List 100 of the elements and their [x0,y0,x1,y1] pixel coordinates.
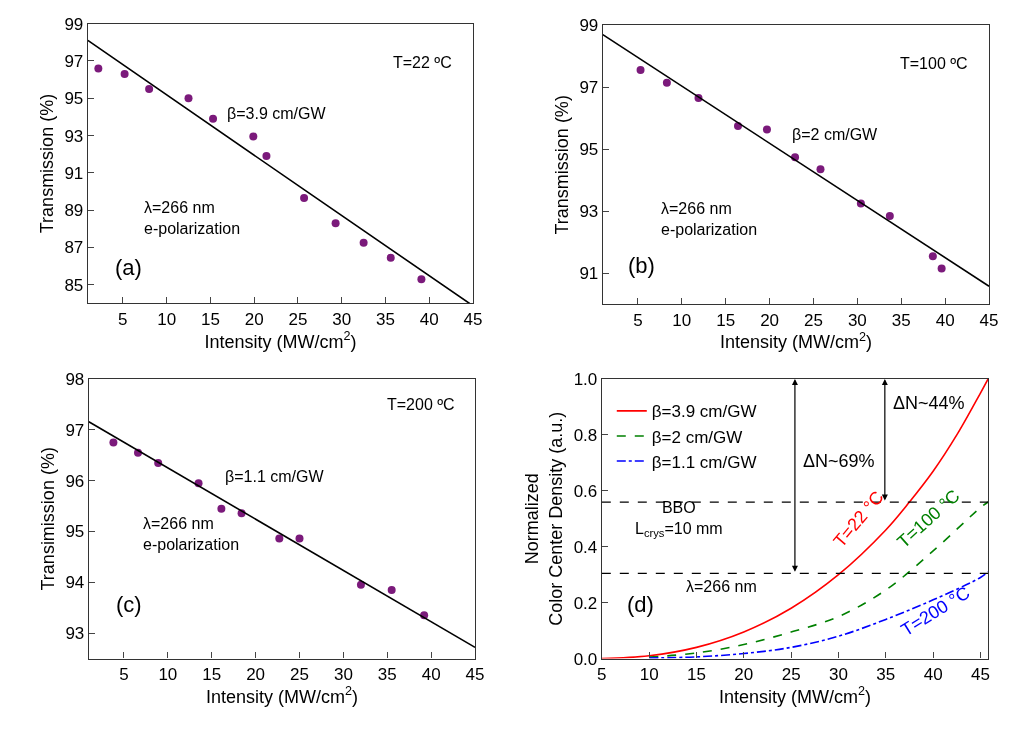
point [937,264,946,273]
annotation: (a) [115,255,142,280]
y-tick-label: 95 [579,140,599,160]
x-axis-title: Intensity (MW/cm$^{2}$) [205,684,358,707]
x-tick-label: 5 [633,310,643,330]
x-tick-label: 45 [463,309,483,329]
annotation: β=1.1 cm/GW [225,468,325,485]
x-tick-label: 35 [876,665,896,685]
annotation: (b) [628,253,655,278]
line-series [601,379,989,659]
annotation: β=3.9 cm/GW [227,105,327,122]
annotation: β=2 cm/GW [792,126,879,143]
x-tick-label: 10 [672,310,692,330]
annotation: (c) [116,592,142,617]
x-tick-label: 40 [421,665,441,685]
y-tick-label: 93 [579,202,599,222]
y-tick-label: 99 [579,16,599,36]
x-tick-label: 35 [376,309,395,329]
annotation: λ=266 nm e-polarization [143,515,240,553]
x-tick-label: 20 [244,309,264,329]
point [762,125,771,134]
y-tick-label: 94 [65,573,85,593]
x-tick-label: 30 [847,310,867,330]
point [295,534,304,543]
annotation: λ=266 nm e-polarization [144,199,241,237]
x-tick-label: 5 [119,665,129,685]
annotation: λ=266 nm e-polarization [661,200,758,238]
x-tick-label: 20 [760,310,780,330]
y-tick-label: 95 [64,89,84,109]
legend-label: β=1.1 cm/GW [651,452,757,472]
y-tick-label: 91 [64,163,84,183]
y-tick-label: 0.6 [573,481,598,501]
annotation: (d) [627,592,654,617]
x-tick-label: 30 [333,665,353,685]
x-tick-label: 25 [804,310,823,330]
x-tick-label: 10 [158,665,178,685]
x-tick-label: 15 [716,310,736,330]
x-axis-title: Intensity (MW/cm$^{2}$) [718,684,871,707]
y-tick-label: 0.0 [573,649,598,669]
point [145,84,154,93]
annotation: T=200 ºC [387,396,455,413]
x-tick-label: 10 [639,665,659,685]
x-tick-label: 15 [202,665,222,685]
y-tick-label: 0.8 [573,425,598,445]
x-tick-label: 40 [935,310,955,330]
x-tick-label: 25 [288,309,308,329]
point [217,504,226,513]
y-tick-label: 96 [65,471,85,491]
legend-label: β=2 cm/GW [651,427,743,447]
point [300,194,309,203]
x-tick-label: 15 [200,309,220,329]
x-tick-label: 45 [465,665,485,685]
annotation: T=100 ºC [900,55,968,72]
x-tick-label: 40 [419,309,439,329]
point [386,253,395,262]
y-tick-label: 87 [64,238,84,258]
point [120,69,129,78]
x-tick-label: 30 [829,665,848,685]
annotation: BBO L$_{crys}$=10 mm [635,499,723,540]
y-axis-title: Transmission (%) [36,93,57,234]
point [636,66,645,75]
y-axis-title: Transimission (%) [37,447,58,591]
y-tick-label: 97 [579,78,599,98]
x-tick-label: 5 [118,309,128,329]
point [356,580,365,589]
y-tick-label: 98 [65,370,85,389]
x-tick-label: 25 [290,665,309,685]
y-tick-label: 99 [64,14,84,34]
annotation: ΔN~44% [893,393,965,413]
point [417,275,426,284]
x-tick-label: 5 [597,665,607,685]
y-tick-label: 93 [64,126,84,146]
y-tick-label: 1.0 [573,370,598,389]
y-axis-title: Normalized Color Center Density (a.u.) [522,411,566,626]
y-tick-label: 97 [64,51,84,71]
point [359,238,368,247]
x-axis-title: Intensity (MW/cm$^{2}$) [204,328,357,352]
x-tick-label: 45 [979,310,999,330]
x-tick-label: 10 [157,309,177,329]
point [184,94,193,103]
x-axis-title: Intensity (MW/cm$^{2}$) [719,329,872,353]
point [885,211,894,220]
y-tick-label: 97 [65,420,85,440]
x-tick-label: 30 [332,309,352,329]
x-tick-label: 45 [970,665,990,685]
y-tick-label: 0.2 [573,593,598,613]
y-tick-label: 93 [65,624,85,644]
point [662,78,671,87]
point [928,252,937,261]
x-tick-label: 20 [246,665,266,685]
x-tick-label: 15 [687,665,706,685]
point [387,585,396,594]
y-tick-label: 89 [64,201,84,221]
annotation: T=22 ºC [393,54,452,71]
point [331,219,340,228]
x-tick-label: 25 [781,665,801,685]
x-tick-label: 40 [923,665,943,685]
x-tick-label: 35 [891,310,911,330]
point [275,534,284,543]
annotation: ΔN~69% [803,451,875,471]
